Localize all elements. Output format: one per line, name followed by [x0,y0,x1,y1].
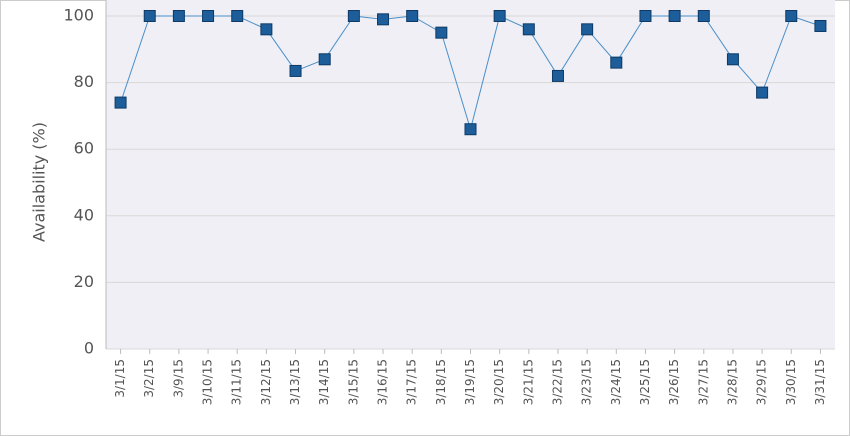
x-tick-label: 3/1/15 [113,359,127,398]
point [551,69,564,82]
y-tick-label: 80 [74,72,94,91]
x-tick-label: 3/2/15 [142,359,156,398]
point [231,10,244,22]
y-tick-label: 100 [63,6,94,25]
point [493,10,506,22]
point [347,10,360,22]
point [289,64,302,77]
y-tick-label: 0 [84,339,94,358]
point [581,23,594,36]
x-tick-label: 3/10/15 [201,359,215,405]
x-tick-label: 3/25/15 [638,359,652,405]
x-tick-label: 3/9/15 [171,359,185,398]
point [639,10,652,22]
x-tick-label: 3/30/15 [784,359,798,405]
point [697,10,710,22]
x-tick-label: 3/14/15 [317,359,331,405]
point [377,13,390,26]
x-tick-label: 3/28/15 [725,359,739,405]
x-tick-label: 3/20/15 [492,359,506,405]
point [814,19,827,32]
x-tick-label: 3/27/15 [696,359,710,405]
point [726,53,739,66]
point [318,53,331,66]
x-tick-label: 3/17/15 [405,359,419,405]
x-tick-label: 3/23/15 [580,359,594,405]
point [435,26,448,39]
x-tick-label: 3/18/15 [434,359,448,405]
x-tick-label: 3/29/15 [755,359,769,405]
point [785,10,798,22]
point [668,10,681,22]
point [260,23,273,36]
x-tick-label: 3/11/15 [230,359,244,405]
x-tick-label: 3/19/15 [463,359,477,405]
point [114,96,127,109]
x-tick-label: 3/22/15 [550,359,564,405]
x-tick-label: 3/31/15 [813,359,827,405]
point [143,10,156,22]
point [202,10,215,22]
x-tick-label: 3/24/15 [609,359,623,405]
y-tick-label: 40 [74,205,94,224]
plot-area [106,0,835,349]
point [464,123,477,136]
point [172,10,185,22]
point [610,56,623,69]
y-tick-label: 20 [74,272,94,291]
y-tick-label: 60 [74,139,94,158]
x-tick-label: 3/16/15 [376,359,390,405]
x-tick-label: 3/13/15 [288,359,302,405]
x-tick-label: 3/15/15 [346,359,360,405]
point [406,10,419,22]
point [522,23,535,36]
y-axis-label: Availability (%) [30,122,49,242]
x-tick-label: 3/12/15 [259,359,273,405]
point [756,86,769,99]
x-tick-label: 3/21/15 [521,359,535,405]
x-tick-label: 3/26/15 [667,359,681,405]
